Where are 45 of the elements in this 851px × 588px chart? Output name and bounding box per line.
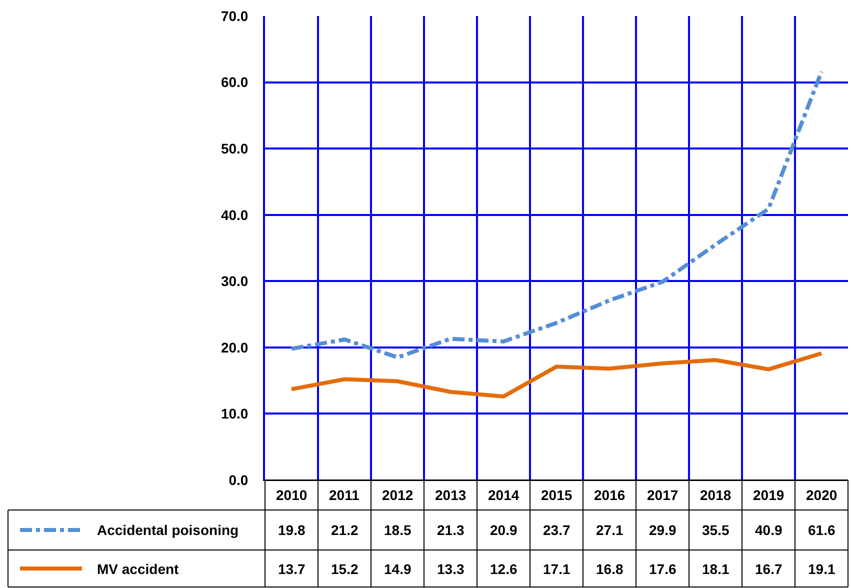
data-label: 15.2 [331, 561, 358, 577]
y-tick-label: 0.0 [228, 472, 248, 488]
data-label: 18.1 [702, 561, 730, 577]
data-label: 16.8 [596, 561, 624, 577]
y-tick-label: 60.0 [220, 74, 248, 90]
x-tick-label: 2015 [541, 487, 572, 503]
data-label: 29.9 [649, 522, 676, 538]
data-label: 18.5 [384, 522, 412, 538]
y-tick-label: 50.0 [220, 140, 248, 156]
data-label: 19.8 [278, 522, 306, 538]
data-label: 61.6 [808, 522, 836, 538]
data-label: 21.3 [437, 522, 464, 538]
x-tick-label: 2016 [594, 487, 626, 503]
y-tick-label: 30.0 [220, 273, 248, 290]
y-tick-label: 70.0 [220, 8, 248, 24]
legend-label: Accidental poisoning [97, 522, 239, 538]
data-label: 20.9 [490, 522, 518, 538]
y-tick-label: 40.0 [220, 206, 248, 223]
data-label: 35.5 [702, 522, 730, 538]
y-tick-label: 10.0 [220, 406, 248, 422]
x-tick-label: 2011 [329, 487, 360, 503]
data-label: 27.1 [596, 522, 624, 538]
data-label: 16.7 [755, 561, 782, 577]
x-tick-label: 2013 [435, 487, 466, 503]
data-label: 17.1 [543, 561, 570, 577]
x-tick-label: 2017 [647, 487, 678, 503]
data-label: 14.9 [384, 561, 412, 577]
x-tick-label: 2018 [700, 487, 732, 503]
x-tick-label: 2014 [488, 487, 520, 503]
x-tick-label: 2010 [276, 487, 308, 503]
x-tick-label: 2012 [382, 487, 414, 503]
x-tick-label: 2020 [806, 487, 838, 503]
data-label: 19.1 [808, 561, 836, 577]
data-label: 40.9 [755, 522, 782, 538]
legend-label: MV accident [97, 561, 180, 577]
data-label: 21.2 [331, 522, 358, 538]
x-tick-label: 2019 [753, 487, 784, 503]
data-label: 13.7 [278, 561, 306, 577]
line-series [290, 70, 824, 360]
data-label: 23.7 [543, 522, 570, 538]
data-label: 17.6 [649, 561, 676, 577]
data-label: 13.3 [437, 561, 464, 577]
y-tick-label: 20.0 [220, 339, 248, 356]
line-series [290, 351, 824, 398]
data-label: 12.6 [490, 561, 518, 577]
